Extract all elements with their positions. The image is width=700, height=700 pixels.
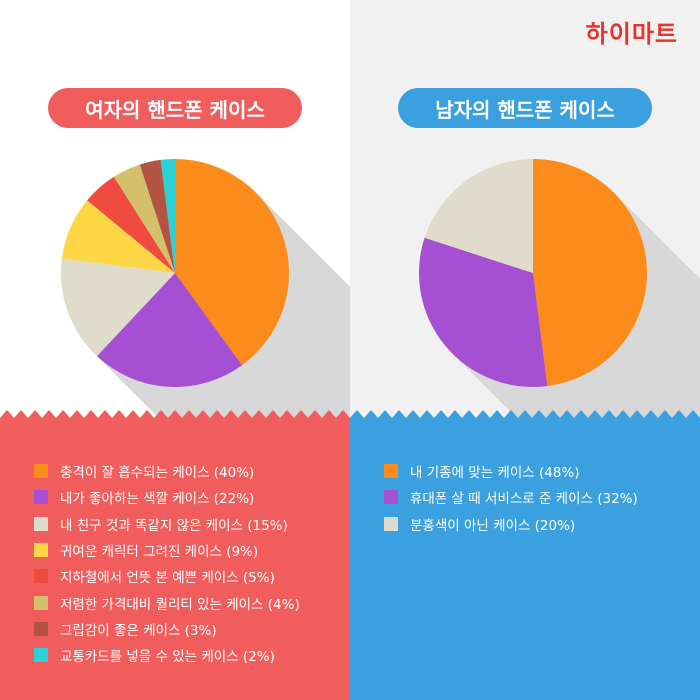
- female-legend-swatch: [34, 569, 48, 584]
- female-legend-item: 내 친구 것과 똑같지 않은 케이스 (15%): [34, 511, 300, 537]
- female-legend-item: 내가 좋아하는 색깔 케이스 (22%): [34, 484, 300, 510]
- female-legend-swatch: [34, 543, 48, 558]
- female-legend-swatch: [34, 621, 48, 636]
- female-legend-label: 내가 좋아하는 색깔 케이스 (22%): [60, 491, 255, 508]
- male-legend-panel: [350, 410, 700, 700]
- female-legend-label: 저렴한 가격대비 퀄리티 있는 케이스 (4%): [60, 596, 300, 613]
- female-pie-slice-5: [113, 164, 175, 273]
- male-legend-swatch: [384, 516, 398, 531]
- female-legend-label: 지하철에서 언뜻 본 예쁜 케이스 (5%): [60, 570, 275, 587]
- female-pie-chart: [60, 159, 350, 440]
- male-legend: 내 기종에 맞는 케이스 (48%) 휴대폰 살 때 서비스로 준 케이스 (32…: [384, 458, 638, 537]
- female-pie-slice-4: [87, 176, 175, 273]
- male-legend-item: 휴대폰 살 때 서비스로 준 케이스 (32%): [384, 484, 638, 510]
- female-legend-swatch: [34, 516, 48, 531]
- female-legend-label: 그립감이 좋은 케이스 (3%): [60, 622, 217, 639]
- female-legend-item: 저렴한 가격대비 퀄리티 있는 케이스 (4%): [34, 589, 300, 615]
- brand-logo: 하이마트: [585, 20, 678, 48]
- female-legend-item: 그립감이 좋은 케이스 (3%): [34, 616, 300, 642]
- female-pie-slice-1: [96, 273, 243, 387]
- male-legend-label: 분홍색이 아닌 케이스 (20%): [410, 517, 576, 534]
- male-legend-swatch: [384, 490, 398, 505]
- female-legend-label: 충격이 잘 흡수되는 케이스 (40%): [60, 465, 255, 482]
- female-pie-slice-6: [139, 159, 175, 273]
- female-legend-item: 귀여운 캐릭터 그려진 케이스 (9%): [34, 537, 300, 563]
- female-legend-swatch: [34, 595, 48, 610]
- male-legend-swatch: [384, 464, 398, 479]
- male-pie-slice-2: [424, 159, 533, 273]
- female-pie-slice-3: [61, 200, 175, 273]
- female-pie-slice-7: [160, 159, 175, 273]
- male-chart-title: 남자의 핸드폰 케이스: [398, 88, 652, 128]
- female-legend-swatch: [34, 464, 48, 479]
- female-legend-swatch: [34, 490, 48, 505]
- female-legend-swatch: [34, 648, 48, 663]
- male-legend-item: 내 기종에 맞는 케이스 (48%): [384, 458, 638, 484]
- female-pie-slice-2: [60, 258, 175, 357]
- male-pie-slice-0: [533, 159, 647, 387]
- male-legend-label: 내 기종에 맞는 케이스 (48%): [410, 465, 580, 482]
- female-legend-panel: [0, 410, 350, 700]
- female-pie-slice-0: [175, 159, 290, 366]
- legend-background: [0, 410, 700, 700]
- male-pie-slice-1: [419, 237, 548, 387]
- female-legend: 충격이 잘 흡수되는 케이스 (40%) 내가 좋아하는 색깔 케이스 (22%)…: [34, 458, 300, 668]
- female-legend-item: 충격이 잘 흡수되는 케이스 (40%): [34, 458, 300, 484]
- female-legend-item: 교통카드를 넣을 수 있는 케이스 (2%): [34, 642, 300, 668]
- female-legend-label: 내 친구 것과 똑같지 않은 케이스 (15%): [60, 517, 288, 534]
- female-chart-title: 여자의 핸드폰 케이스: [48, 88, 302, 128]
- male-legend-label: 휴대폰 살 때 서비스로 준 케이스 (32%): [410, 491, 638, 508]
- female-legend-label: 귀여운 캐릭터 그려진 케이스 (9%): [60, 544, 259, 561]
- male-legend-item: 분홍색이 아닌 케이스 (20%): [384, 511, 638, 537]
- female-legend-label: 교통카드를 넣을 수 있는 케이스 (2%): [60, 649, 275, 666]
- female-legend-item: 지하철에서 언뜻 본 예쁜 케이스 (5%): [34, 563, 300, 589]
- male-pie-chart: [419, 159, 700, 440]
